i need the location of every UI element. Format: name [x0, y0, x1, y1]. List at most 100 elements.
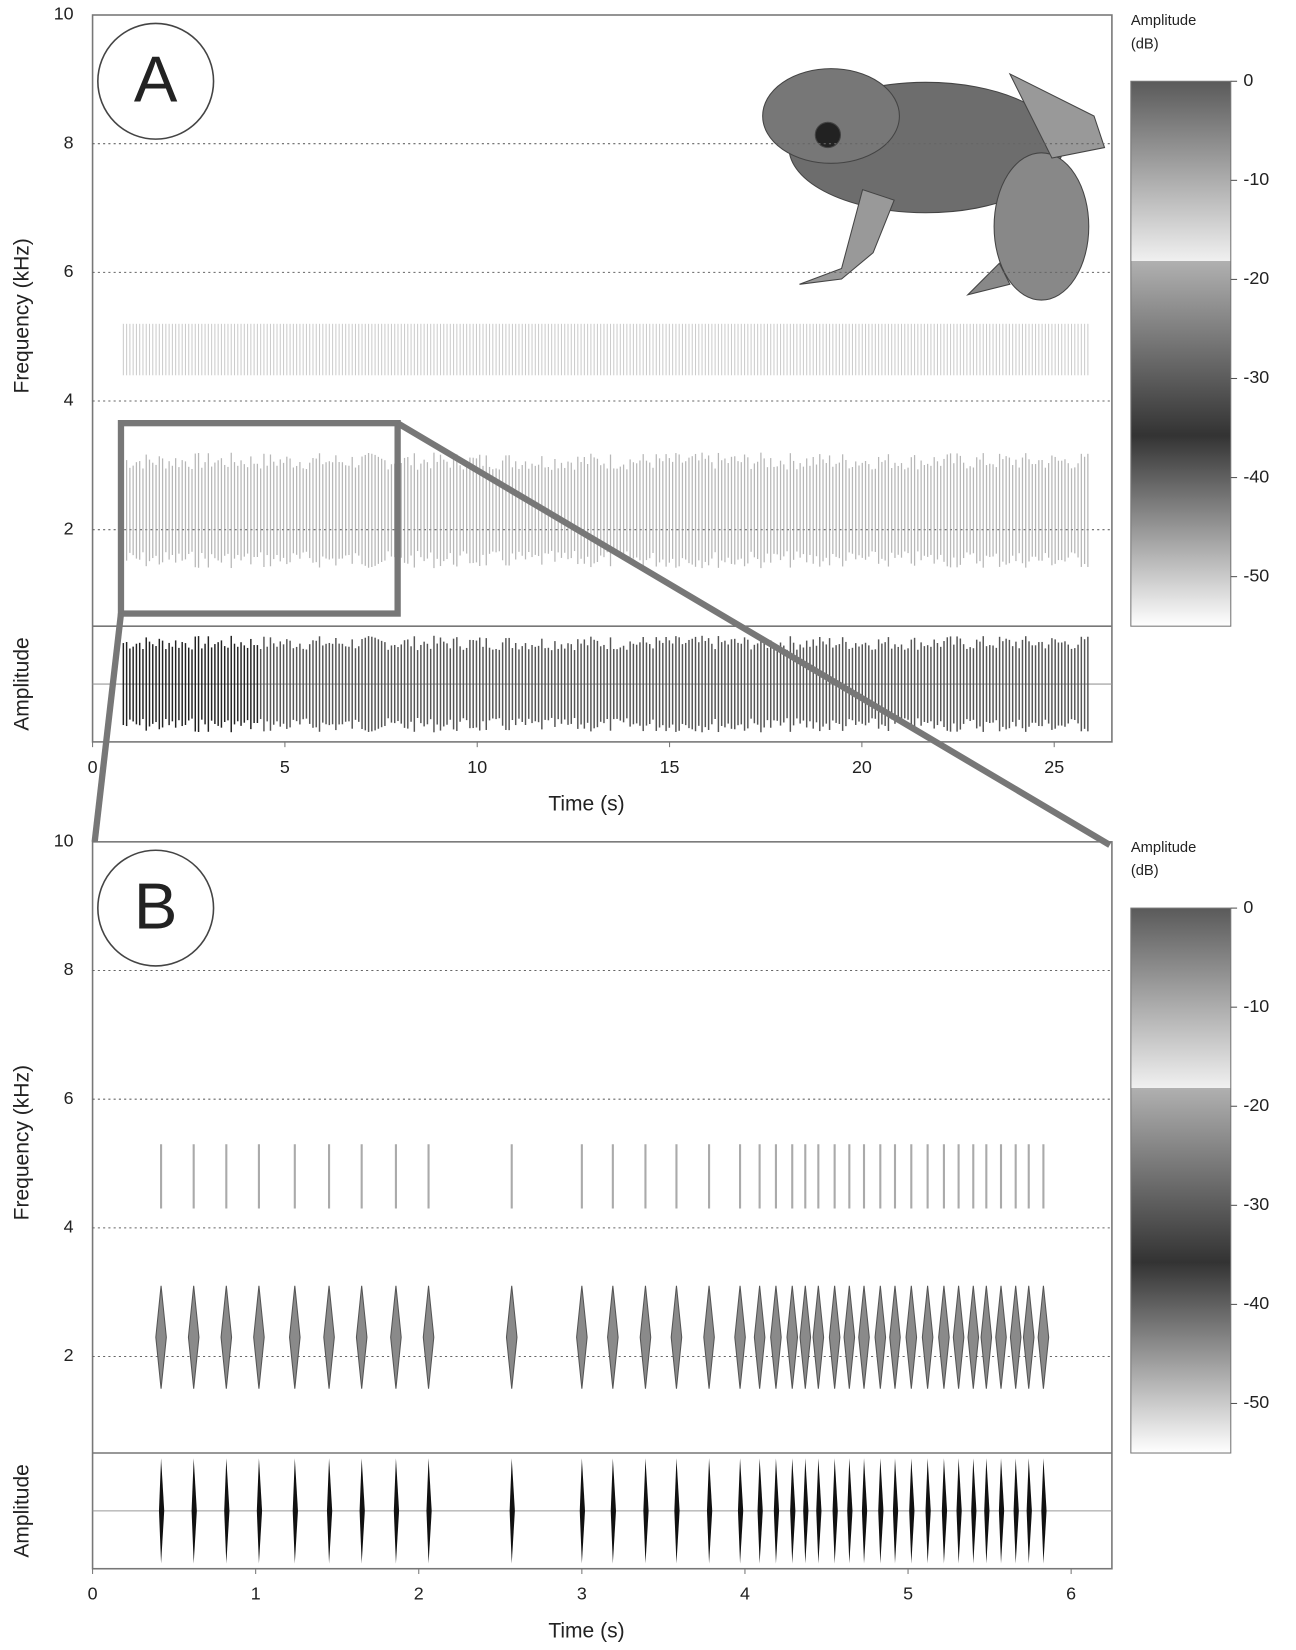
pulse-wave [847, 1458, 853, 1564]
x-tick-label: 0 [88, 757, 98, 777]
frog-photo [762, 68, 1106, 301]
panel-badge [97, 849, 215, 967]
x-tick-label: 4 [740, 1584, 750, 1604]
y-tick-label: 2 [64, 1345, 74, 1365]
pulse [390, 1144, 402, 1564]
pulse-spectral [155, 1285, 167, 1389]
pulse-spectral [905, 1285, 918, 1389]
x-tick-label: 25 [1044, 757, 1064, 777]
x-axis-title: Time (s) [548, 1619, 624, 1642]
pulse [703, 1144, 715, 1564]
pulse-spectral [1037, 1285, 1050, 1389]
pulse-spectral [639, 1285, 652, 1389]
pulse-spectral [422, 1285, 435, 1389]
pulse-wave [393, 1458, 400, 1564]
pulse-wave [971, 1458, 977, 1564]
pulse [670, 1144, 683, 1564]
pulse-wave [998, 1458, 1005, 1564]
pulse [1037, 1144, 1050, 1564]
pulse [828, 1144, 841, 1564]
signal [122, 323, 1089, 733]
pulse [967, 1144, 980, 1564]
colorbar-tick-label: -50 [1243, 565, 1269, 585]
colorbar [1130, 80, 1232, 627]
pulse-wave [941, 1458, 948, 1564]
pulse [253, 1144, 265, 1564]
colorbar-title: Amplitude [1131, 840, 1196, 856]
pulse-wave [773, 1458, 780, 1564]
pulse-spectral [889, 1285, 901, 1389]
pulse-spectral [607, 1285, 619, 1389]
pulse [938, 1144, 950, 1564]
pulse-spectral [253, 1285, 265, 1389]
pulse [874, 1144, 887, 1564]
pulse-spectral [220, 1285, 233, 1389]
pulse-wave [706, 1458, 713, 1564]
pulse [799, 1144, 812, 1564]
pulse [289, 1144, 301, 1564]
pulse-spectral [505, 1285, 518, 1389]
y-tick-label: 2 [64, 518, 74, 538]
pulse-spectral [980, 1285, 993, 1389]
pulse-wave [158, 1458, 165, 1564]
pulse-wave [292, 1458, 298, 1564]
pulse-spectral [799, 1285, 812, 1389]
pulse-spectral [576, 1285, 588, 1389]
pulse [155, 1144, 167, 1564]
pulse-spectral [355, 1285, 368, 1389]
y-axis-title: Frequency (kHz) [11, 1065, 34, 1220]
pulse-wave [674, 1458, 680, 1564]
x-axis-title: Time (s) [548, 793, 624, 816]
pulse [889, 1144, 901, 1564]
pulse [995, 1144, 1007, 1564]
pulse-wave [984, 1458, 990, 1564]
pulse [858, 1144, 870, 1564]
pulse-spectral [323, 1285, 335, 1389]
pulse-spectral [703, 1285, 715, 1389]
pulse [952, 1144, 965, 1564]
colorbar-tick-label: -10 [1243, 169, 1269, 189]
pulse-wave [224, 1458, 230, 1564]
pulse-wave [359, 1458, 365, 1564]
pulse-spectral [753, 1285, 766, 1389]
pulse-wave [1013, 1458, 1019, 1564]
colorbar [1130, 907, 1232, 1454]
pulse-wave [1041, 1458, 1047, 1564]
pulse-wave [925, 1458, 931, 1564]
zoom-connector [91, 613, 125, 843]
pulse-spectral [289, 1285, 301, 1389]
pulse-wave [861, 1458, 868, 1564]
pulse [187, 1144, 200, 1564]
colorbar-tick-label: -20 [1243, 1095, 1269, 1115]
pulse-spectral [995, 1285, 1007, 1389]
pulse-spectral [390, 1285, 402, 1389]
pulse-wave [737, 1458, 744, 1564]
pulse-wave [909, 1458, 915, 1564]
colorbar-tick-label: -40 [1243, 1293, 1269, 1313]
pulse [576, 1144, 588, 1564]
x-tick-label: 5 [903, 1584, 913, 1604]
x-tick-label: 5 [280, 757, 290, 777]
pulse [786, 1144, 799, 1564]
colorbar-tick-label: -20 [1243, 268, 1269, 288]
pulse-spectral [828, 1285, 841, 1389]
y-tick-label: 6 [64, 261, 74, 281]
pulse [980, 1144, 993, 1564]
pulse-spectral [734, 1285, 746, 1389]
pulse [639, 1144, 652, 1564]
pulse [1022, 1144, 1035, 1564]
panel-label: A [134, 43, 178, 116]
pulse-spectral [843, 1285, 856, 1389]
pulse-spectral [1022, 1285, 1035, 1389]
pulse-wave [191, 1458, 197, 1564]
colorbar-tick-label: 0 [1243, 70, 1253, 90]
pulse-wave [643, 1458, 649, 1564]
pulse-spectral [874, 1285, 887, 1389]
x-tick-label: 20 [852, 757, 872, 777]
pulse-wave [610, 1458, 616, 1564]
pulse-spectral [786, 1285, 799, 1389]
y-tick-label: 8 [64, 959, 74, 979]
pulse-spectral [812, 1285, 825, 1389]
colorbar-title: Amplitude [1131, 13, 1196, 29]
amp-axis-title: Amplitude [11, 637, 34, 730]
